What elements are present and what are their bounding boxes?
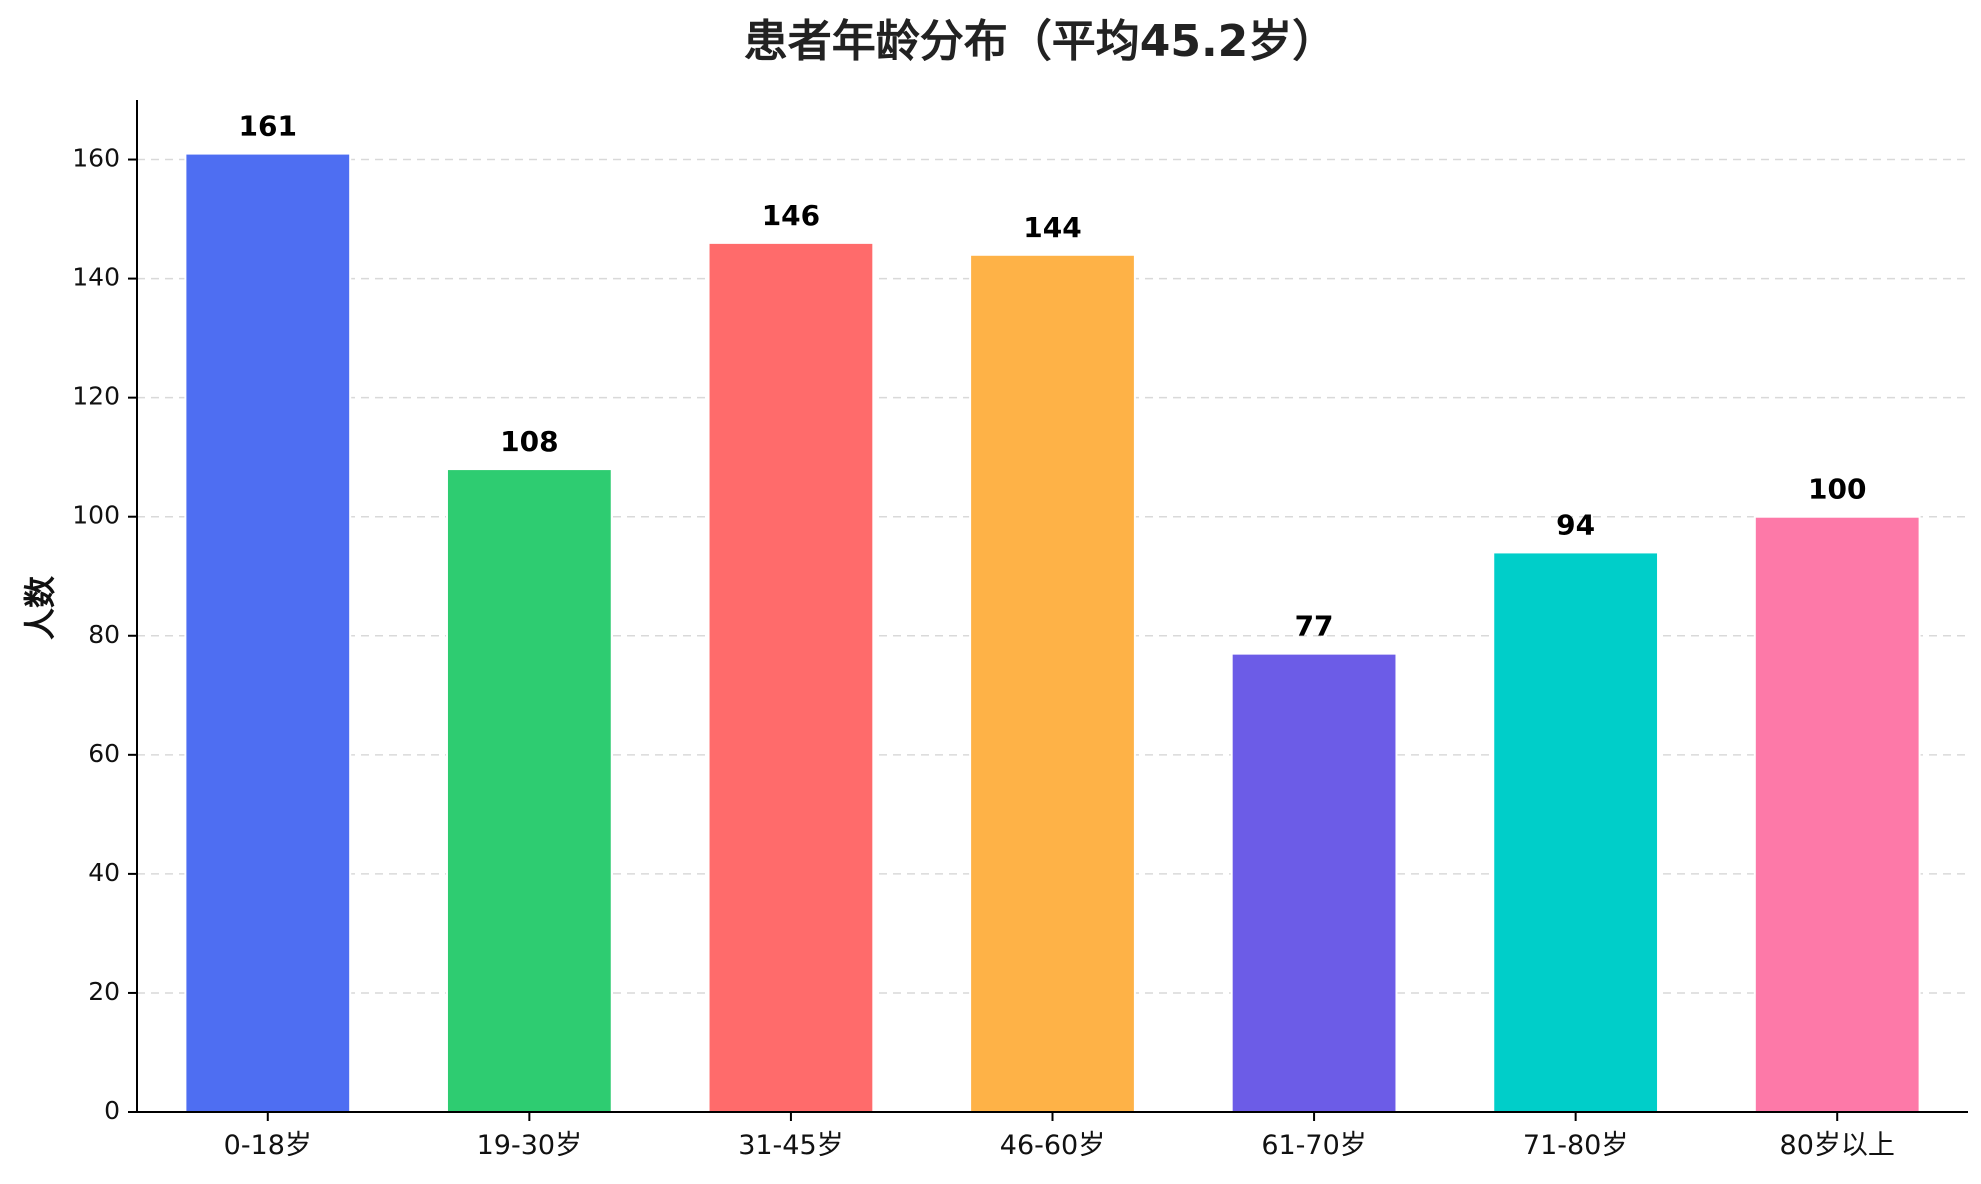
chart-title: 患者年龄分布（平均45.2岁） xyxy=(744,16,1337,67)
bar xyxy=(1230,652,1398,1113)
bar-value-label: 77 xyxy=(1295,610,1334,643)
bars xyxy=(184,152,1921,1114)
bar xyxy=(445,468,613,1114)
bar xyxy=(184,152,352,1113)
x-category-label: 0-18岁 xyxy=(224,1130,312,1161)
y-tick-label: 60 xyxy=(88,739,120,768)
x-category-label: 46-60岁 xyxy=(1000,1130,1105,1161)
y-axis-label: 人数 xyxy=(21,575,59,640)
y-tick-label: 80 xyxy=(88,620,120,649)
bar xyxy=(969,253,1136,1113)
bar xyxy=(707,241,875,1113)
axes xyxy=(128,100,1968,1121)
y-tick-label: 40 xyxy=(88,858,120,887)
y-tick-label: 160 xyxy=(72,144,120,173)
y-tick-label: 20 xyxy=(88,977,120,1006)
x-category-label: 80岁以上 xyxy=(1780,1130,1895,1161)
bar-value-label: 146 xyxy=(762,199,820,232)
y-tick-label: 100 xyxy=(72,501,120,530)
x-category-label: 31-45岁 xyxy=(738,1130,843,1161)
y-tick-label: 120 xyxy=(72,382,120,411)
y-tick-label: 140 xyxy=(72,263,120,292)
bar-value-label: 94 xyxy=(1556,508,1595,541)
bar xyxy=(1492,551,1660,1113)
bar-value-label: 100 xyxy=(1808,473,1866,506)
labels: 0 20 40 60 80 100 120 140 160 161 0-18岁 108 19-30岁 14… xyxy=(72,110,1895,1161)
bar-value-label: 108 xyxy=(500,425,558,458)
bar-value-label: 161 xyxy=(239,110,297,143)
x-category-label: 71-80岁 xyxy=(1523,1130,1628,1161)
x-category-label: 61-70岁 xyxy=(1261,1130,1366,1161)
x-category-label: 19-30岁 xyxy=(477,1130,582,1161)
y-tick-label: 0 xyxy=(104,1096,120,1125)
bar xyxy=(1753,515,1921,1113)
bar-value-label: 144 xyxy=(1023,211,1081,244)
